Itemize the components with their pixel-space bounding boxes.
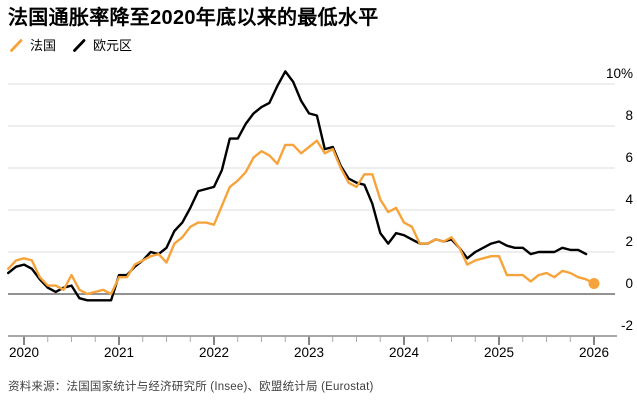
source-note: 资料来源：法国国家统计与经济研究所 (Insee)、欧盟统计局 (Eurosta… xyxy=(8,381,374,393)
svg-text:2: 2 xyxy=(625,234,633,249)
svg-text:-2: -2 xyxy=(621,318,633,333)
svg-text:2020: 2020 xyxy=(9,345,39,360)
svg-text:2021: 2021 xyxy=(104,345,134,360)
svg-text:2024: 2024 xyxy=(389,345,420,360)
chart-legend: 法国 欧元区 xyxy=(9,38,132,53)
svg-text:6: 6 xyxy=(625,150,633,165)
svg-text:2025: 2025 xyxy=(484,345,514,360)
svg-text:8: 8 xyxy=(625,108,633,123)
svg-text:2026: 2026 xyxy=(579,345,609,360)
svg-text:2023: 2023 xyxy=(294,345,324,360)
legend-item-eurozone-label: 欧元区 xyxy=(93,38,133,53)
inflation-line-chart: 10% 8 6 4 2 0 -2 2020 2021 2022 2023 2024 2025 2026 xyxy=(0,55,637,367)
svg-text:0: 0 xyxy=(625,276,633,291)
inflation-chart-canvas: 10% 8 6 4 2 0 -2 2020 2021 2022 2023 2024 2025 2026 xyxy=(6,66,633,360)
legend-item-france-label: 法国 xyxy=(30,38,57,53)
page-title: 法国通胀率降至2020年底以来的最低水平 xyxy=(8,7,379,29)
eurozone-line-swatch-icon xyxy=(73,39,86,52)
legend-item-france: 法国 xyxy=(9,38,56,53)
france-line-swatch-icon xyxy=(10,39,23,52)
legend-item-eurozone: 欧元区 xyxy=(72,38,132,53)
svg-text:4: 4 xyxy=(625,192,633,207)
svg-text:2022: 2022 xyxy=(199,345,229,360)
svg-text:10%: 10% xyxy=(606,66,633,81)
